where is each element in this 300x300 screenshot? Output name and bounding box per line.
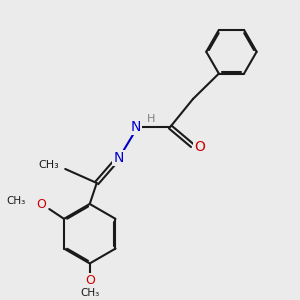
Text: CH₃: CH₃	[6, 196, 26, 206]
Text: CH₃: CH₃	[38, 160, 59, 170]
Text: H: H	[147, 114, 155, 124]
Text: N: N	[131, 120, 141, 134]
Text: O: O	[37, 198, 46, 211]
Text: O: O	[194, 140, 206, 154]
Text: O: O	[85, 274, 95, 287]
Text: N: N	[113, 151, 124, 165]
Text: CH₃: CH₃	[80, 288, 99, 298]
